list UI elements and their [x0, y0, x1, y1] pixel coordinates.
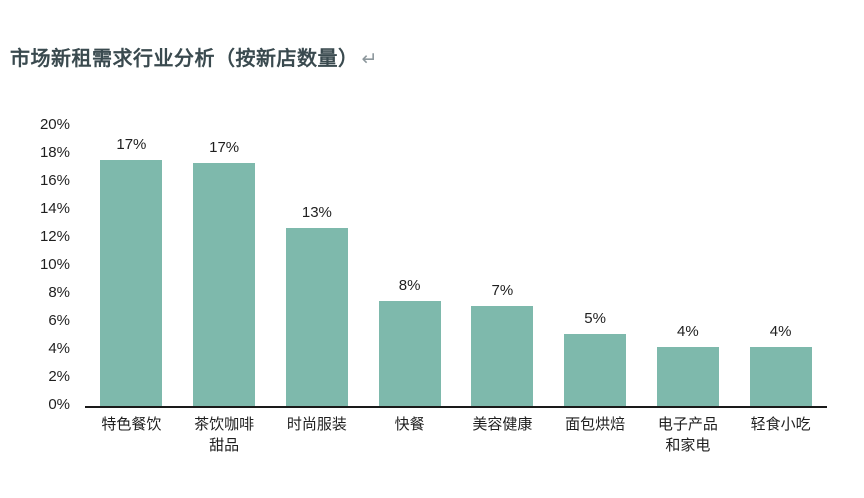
bar[interactable] [656, 347, 719, 406]
x-tick-label-line: 和家电 [665, 437, 711, 454]
x-tick-label: 茶饮咖啡 甜品 [178, 414, 271, 456]
y-tick-label: 20% [39, 116, 70, 133]
bar-value-label: 4% [677, 323, 699, 340]
x-tick-label-line: 轻食小吃 [750, 416, 811, 433]
chart-title: 市场新租需求行业分析（按新店数量） ↵ [10, 42, 378, 71]
bar-column: 17% [178, 125, 271, 406]
bars-row: 17% 17% 13% 8% 7% 5% 4% 4% [85, 125, 827, 406]
x-axis-labels: 特色餐饮 茶饮咖啡 甜品 时尚服装 快餐 美容健康 面包烘焙 电子产品 和家电 轻食小吃 [85, 414, 827, 456]
bar-value-label: 8% [398, 277, 421, 294]
x-tick-label-line: 面包烘焙 [565, 416, 626, 433]
bar-column: 17% [85, 125, 178, 406]
bar-column: 13% [271, 125, 364, 406]
x-tick-label: 特色餐饮 [85, 414, 178, 456]
x-tick-label: 电子产品 和家电 [642, 414, 735, 456]
paragraph-return-icon: ↵ [361, 49, 378, 70]
y-tick-label: 6% [48, 312, 70, 329]
y-tick-label: 8% [48, 284, 70, 301]
bar-column: 4% [734, 125, 827, 406]
bar[interactable] [471, 306, 534, 406]
x-tick-label-line: 快餐 [394, 416, 425, 433]
y-tick-label: 16% [39, 172, 70, 189]
y-tick-label: 10% [39, 256, 70, 273]
x-tick-label: 美容健康 [456, 414, 549, 456]
bar-value-label: 4% [769, 323, 792, 340]
bar-column: 8% [363, 125, 456, 406]
y-tick-label: 2% [48, 368, 70, 385]
bar-value-label: 13% [301, 204, 332, 221]
y-axis: 20% 18% 16% 14% 12% 10% 8% 6% 4% 2% 0% [0, 116, 70, 413]
x-tick-label-line: 电子产品 [657, 416, 718, 433]
bar-column: 5% [549, 125, 642, 406]
plot-area: 17% 17% 13% 8% 7% 5% 4% 4% [85, 125, 827, 408]
y-tick-label: 14% [39, 200, 70, 217]
bar-value-label: 5% [584, 310, 606, 327]
bar[interactable] [749, 347, 812, 406]
chart-title-text: 市场新租需求行业分析（按新店数量） [10, 48, 359, 70]
bar-value-label: 7% [491, 282, 514, 299]
bar-value-label: 17% [116, 136, 147, 153]
x-tick-label: 快餐 [363, 414, 456, 456]
x-tick-label-line: 特色餐饮 [101, 416, 162, 433]
bar[interactable] [378, 301, 441, 406]
bar[interactable] [285, 228, 348, 406]
x-tick-label: 面包烘焙 [549, 414, 642, 456]
y-tick-label: 4% [48, 340, 70, 357]
y-tick-label: 0% [48, 396, 70, 413]
bar[interactable] [100, 160, 163, 406]
x-tick-label-line: 美容健康 [472, 416, 533, 433]
bar[interactable] [564, 334, 627, 406]
x-tick-label-line: 甜品 [209, 437, 240, 454]
x-tick-label: 时尚服装 [271, 414, 364, 456]
x-tick-label-line: 茶饮咖啡 [194, 416, 255, 433]
x-tick-label: 轻食小吃 [734, 414, 827, 456]
x-tick-label-line: 时尚服装 [286, 416, 347, 433]
bar-column: 7% [456, 125, 549, 406]
y-tick-label: 12% [39, 228, 70, 245]
bar[interactable] [193, 163, 256, 406]
y-tick-label: 18% [39, 144, 70, 161]
bar-value-label: 17% [209, 139, 240, 156]
bar-column: 4% [642, 125, 735, 406]
